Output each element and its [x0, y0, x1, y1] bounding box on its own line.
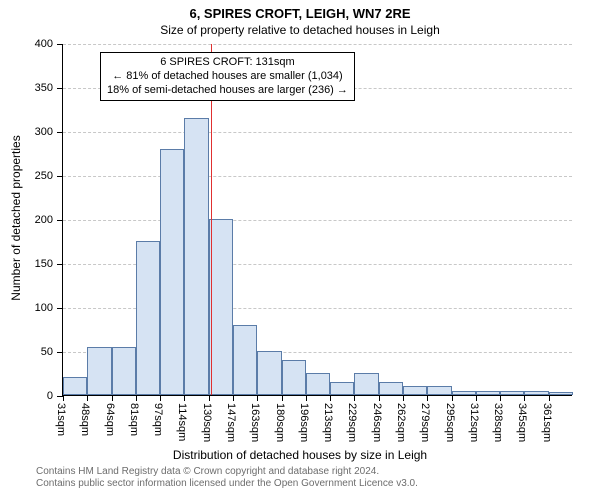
- xtick-label: 163sqm: [249, 403, 261, 442]
- xtick-label: 246sqm: [371, 403, 383, 442]
- histogram-bar: [427, 386, 451, 395]
- xtick-label: 361sqm: [541, 403, 553, 442]
- copyright-notice: Contains HM Land Registry data © Crown c…: [36, 466, 418, 490]
- xtick-label: 213sqm: [322, 403, 334, 442]
- xtick: [209, 395, 210, 401]
- copyright-line-1: Contains HM Land Registry data © Crown c…: [36, 466, 418, 478]
- histogram-bar: [549, 392, 573, 395]
- ytick-label: 350: [35, 82, 53, 94]
- histogram-bar: [354, 373, 378, 395]
- xtick: [427, 395, 428, 401]
- xtick: [136, 395, 137, 401]
- xtick-label: 229sqm: [346, 403, 358, 442]
- histogram-bar: [306, 373, 330, 395]
- xtick-label: 48sqm: [79, 403, 91, 436]
- histogram-bar: [524, 391, 548, 395]
- histogram-bar: [282, 360, 306, 395]
- xtick-label: 180sqm: [274, 403, 286, 442]
- histogram-bar: [112, 347, 136, 395]
- xtick-label: 114sqm: [176, 403, 188, 441]
- histogram-bar: [330, 382, 354, 395]
- histogram-bar: [379, 382, 403, 395]
- x-axis-label: Distribution of detached houses by size …: [0, 448, 600, 462]
- ytick: [57, 132, 63, 133]
- xtick-label: 31sqm: [55, 403, 67, 436]
- histogram-bar: [476, 391, 500, 395]
- histogram-bar: [63, 377, 87, 395]
- xtick-label: 81sqm: [128, 403, 140, 436]
- xtick-label: 345sqm: [516, 403, 528, 442]
- xtick: [63, 395, 64, 401]
- gridline: [63, 132, 572, 133]
- chart-root: 6, SPIRES CROFT, LEIGH, WN7 2RE Size of …: [0, 0, 600, 500]
- gridline: [63, 44, 572, 45]
- histogram-bar: [233, 325, 257, 395]
- ytick-label: 400: [35, 38, 53, 50]
- histogram-bar: [160, 149, 184, 395]
- xtick: [524, 395, 525, 401]
- xtick: [330, 395, 331, 401]
- xtick-label: 196sqm: [298, 403, 310, 442]
- ytick: [57, 88, 63, 89]
- chart-title-main: 6, SPIRES CROFT, LEIGH, WN7 2RE: [0, 6, 600, 21]
- ytick-label: 250: [35, 170, 53, 182]
- xtick: [282, 395, 283, 401]
- xtick-label: 312sqm: [468, 403, 480, 442]
- annotation-line-3: 18% of semi-detached houses are larger (…: [107, 84, 348, 98]
- xtick-label: 130sqm: [201, 403, 213, 442]
- histogram-bar: [209, 219, 233, 395]
- histogram-bar: [452, 391, 476, 395]
- histogram-bar: [403, 386, 427, 395]
- xtick: [403, 395, 404, 401]
- histogram-bar: [184, 118, 208, 395]
- histogram-bar: [136, 241, 160, 395]
- copyright-line-2: Contains public sector information licen…: [36, 478, 418, 490]
- annotation-box: 6 SPIRES CROFT: 131sqm ← 81% of detached…: [100, 52, 355, 101]
- xtick: [476, 395, 477, 401]
- xtick-label: 97sqm: [152, 403, 164, 436]
- ytick: [57, 176, 63, 177]
- xtick: [452, 395, 453, 401]
- gridline: [63, 220, 572, 221]
- y-axis-label: Number of detached properties: [9, 42, 23, 394]
- annotation-line-1: 6 SPIRES CROFT: 131sqm: [107, 56, 348, 70]
- xtick: [112, 395, 113, 401]
- gridline: [63, 176, 572, 177]
- xtick: [354, 395, 355, 401]
- xtick: [87, 395, 88, 401]
- histogram-bar: [87, 347, 111, 395]
- xtick: [184, 395, 185, 401]
- xtick-label: 64sqm: [104, 403, 116, 436]
- xtick: [379, 395, 380, 401]
- ytick: [57, 264, 63, 265]
- ytick-label: 300: [35, 126, 53, 138]
- ytick: [57, 44, 63, 45]
- xtick-label: 147sqm: [225, 403, 237, 442]
- ytick-label: 0: [47, 390, 53, 402]
- xtick-label: 295sqm: [444, 403, 456, 442]
- annotation-line-2: ← 81% of detached houses are smaller (1,…: [107, 70, 348, 84]
- histogram-bar: [500, 391, 524, 395]
- xtick: [233, 395, 234, 401]
- ytick: [57, 352, 63, 353]
- xtick-label: 328sqm: [492, 403, 504, 442]
- ytick: [57, 308, 63, 309]
- xtick-label: 279sqm: [419, 403, 431, 442]
- xtick: [549, 395, 550, 401]
- ytick-label: 200: [35, 214, 53, 226]
- xtick: [500, 395, 501, 401]
- xtick: [257, 395, 258, 401]
- xtick: [160, 395, 161, 401]
- histogram-bar: [257, 351, 281, 395]
- ytick-label: 50: [41, 346, 53, 358]
- chart-title-sub: Size of property relative to detached ho…: [0, 23, 600, 37]
- xtick: [306, 395, 307, 401]
- ytick: [57, 220, 63, 221]
- xtick-label: 262sqm: [395, 403, 407, 442]
- ytick-label: 150: [35, 258, 53, 270]
- ytick-label: 100: [35, 302, 53, 314]
